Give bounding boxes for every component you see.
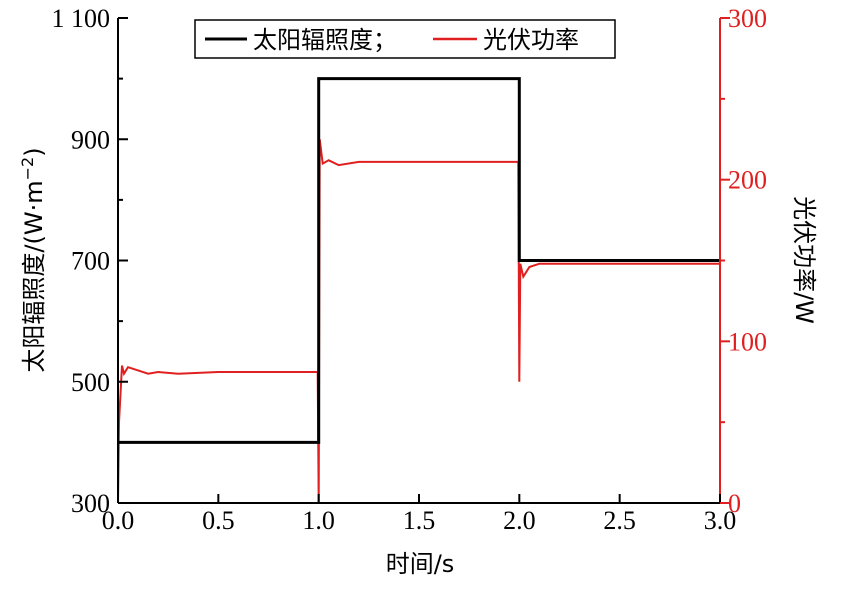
- x-tick-label: 0.0: [102, 506, 135, 535]
- x-tick-label: 1.5: [403, 506, 436, 535]
- legend-label-pv-power: 光伏功率: [483, 26, 579, 54]
- y-left-tick-label: 300: [71, 489, 110, 518]
- y-left-tick-label: 500: [71, 368, 110, 397]
- y-axis-left-title-main: 太阳辐照度/(W·m: [20, 180, 48, 372]
- y-axis-left-title-superscript: −2: [18, 157, 37, 181]
- series-line-pv-power: [117, 139, 720, 504]
- x-tick-label: 2.0: [503, 506, 536, 535]
- y-axis-left-title: 太阳辐照度/(W·m−2): [18, 147, 48, 372]
- series-line-irradiance: [118, 77, 720, 444]
- plot-area: [117, 77, 720, 504]
- y-right-tick-label: 100: [728, 327, 767, 356]
- axes: 0.0 0.5 1.0 1.5 2.0 2.5 3.0 300 500 700 900 1 100 0 1…: [52, 4, 768, 535]
- y-right-tick-label: 200: [728, 166, 767, 195]
- legend-box: [194, 19, 616, 59]
- x-tick-label: 2.5: [603, 506, 636, 535]
- y-left-tick-label: 700: [71, 247, 110, 276]
- legend: 太阳辐照度； 光伏功率: [194, 19, 616, 59]
- y-left-tick-label: 900: [71, 125, 110, 154]
- y-right-tick-label: 300: [728, 4, 767, 33]
- y-right-tick-label: 0: [728, 489, 741, 518]
- legend-label-irradiance: 太阳辐照度；: [253, 26, 397, 54]
- x-tick-label: 0.5: [202, 506, 235, 535]
- y-axis-right-title: 光伏功率/W: [790, 196, 818, 324]
- x-tick-label: 3.0: [704, 506, 737, 535]
- x-axis-title: 时间/s: [386, 550, 455, 578]
- x-tick-label: 1.0: [302, 506, 335, 535]
- y-axis-left-title-end: ): [20, 147, 48, 156]
- y-left-tick-label: 1 100: [52, 4, 111, 33]
